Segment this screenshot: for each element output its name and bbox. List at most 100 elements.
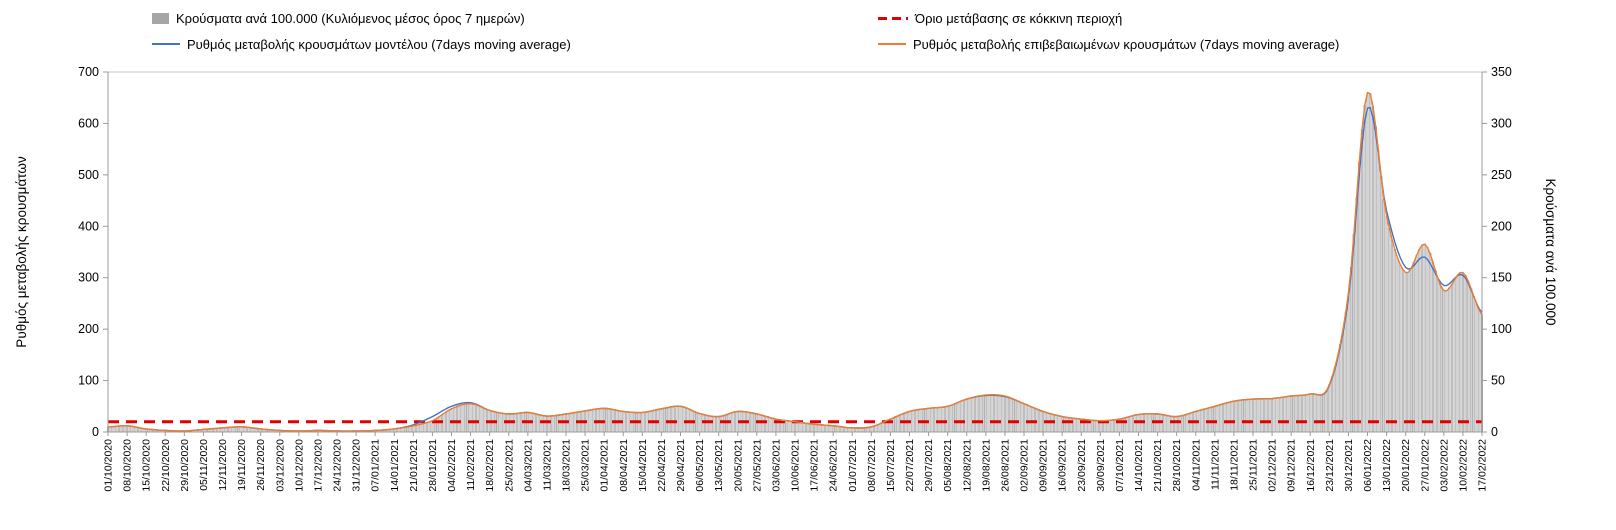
svg-text:200: 200 [1491,219,1512,233]
svg-text:03/02/2022: 03/02/2022 [1438,439,1450,492]
svg-text:03/12/2020: 03/12/2020 [274,439,286,492]
svg-text:22/07/2021: 22/07/2021 [904,439,916,492]
svg-text:300: 300 [78,271,99,285]
svg-text:25/03/2021: 25/03/2021 [580,439,592,492]
svg-text:31/12/2020: 31/12/2020 [351,439,363,492]
svg-text:22/04/2021: 22/04/2021 [656,439,668,492]
svg-text:27/05/2021: 27/05/2021 [751,439,763,492]
model-line-icon [152,43,180,45]
svg-text:700: 700 [78,65,99,79]
svg-text:29/10/2020: 29/10/2020 [179,439,191,492]
svg-text:23/09/2021: 23/09/2021 [1076,439,1088,492]
svg-text:250: 250 [1491,168,1512,182]
svg-text:10/06/2021: 10/06/2021 [790,439,802,492]
svg-text:05/08/2021: 05/08/2021 [942,439,954,492]
svg-text:24/12/2020: 24/12/2020 [332,439,344,492]
svg-text:01/10/2020: 01/10/2020 [103,439,115,492]
svg-text:13/01/2022: 13/01/2022 [1381,439,1393,492]
svg-text:18/03/2021: 18/03/2021 [561,439,573,492]
bars-swatch-icon [152,12,169,24]
svg-text:16/09/2021: 16/09/2021 [1057,439,1069,492]
svg-text:200: 200 [78,322,99,336]
svg-text:06/05/2021: 06/05/2021 [694,439,706,492]
svg-text:21/01/2021: 21/01/2021 [408,439,420,492]
svg-text:04/11/2021: 04/11/2021 [1190,439,1202,491]
svg-text:13/05/2021: 13/05/2021 [713,439,725,492]
svg-text:350: 350 [1491,65,1512,79]
legend-bars-label: Κρούσματα ανά 100.000 (Κυλιόμενος μέσος … [176,10,525,26]
svg-text:08/07/2021: 08/07/2021 [866,439,878,492]
legend-threshold-label: Όριο μετάβασης σε κόκκινη περιοχή [915,10,1123,26]
left-axis-title: Ρυθμός μεταβολής κρουσμάτων [14,156,29,348]
svg-text:04/03/2021: 04/03/2021 [522,439,534,492]
svg-text:07/01/2021: 07/01/2021 [370,439,382,492]
legend-item-bars: Κρούσματα ανά 100.000 (Κυλιόμενος μέσος … [152,9,525,27]
svg-text:20/05/2021: 20/05/2021 [732,439,744,492]
svg-text:23/12/2021: 23/12/2021 [1324,439,1336,492]
svg-text:10/12/2020: 10/12/2020 [293,439,305,492]
svg-text:29/04/2021: 29/04/2021 [675,439,687,492]
svg-text:18/02/2021: 18/02/2021 [484,439,496,492]
svg-text:15/07/2021: 15/07/2021 [885,439,897,492]
svg-text:11/11/2021: 11/11/2021 [1209,439,1221,490]
svg-text:14/01/2021: 14/01/2021 [389,439,401,492]
svg-text:07/10/2021: 07/10/2021 [1114,439,1126,492]
svg-text:100: 100 [78,374,99,388]
svg-text:09/12/2021: 09/12/2021 [1286,439,1298,492]
svg-text:01/04/2021: 01/04/2021 [599,439,611,492]
svg-text:01/07/2021: 01/07/2021 [847,439,859,492]
svg-text:28/10/2021: 28/10/2021 [1171,439,1183,492]
svg-text:09/09/2021: 09/09/2021 [1038,439,1050,492]
svg-text:500: 500 [78,168,99,182]
svg-text:02/09/2021: 02/09/2021 [1019,439,1031,492]
svg-text:25/02/2021: 25/02/2021 [503,439,515,492]
svg-text:12/08/2021: 12/08/2021 [961,439,973,492]
svg-text:29/07/2021: 29/07/2021 [923,439,935,492]
legend-item-model: Ρυθμός μεταβολής κρουσμάτων μοντέλου (7d… [152,35,571,53]
svg-text:03/06/2021: 03/06/2021 [770,439,782,492]
svg-text:27/01/2022: 27/01/2022 [1419,439,1431,492]
svg-text:17/02/2022: 17/02/2022 [1477,439,1489,492]
svg-text:22/10/2020: 22/10/2020 [160,439,172,492]
confirmed-line-icon [878,43,906,45]
svg-text:300: 300 [1491,116,1512,130]
svg-text:10/02/2022: 10/02/2022 [1457,439,1469,492]
svg-text:21/10/2021: 21/10/2021 [1152,439,1164,492]
svg-text:0: 0 [92,425,99,439]
svg-text:100: 100 [1491,322,1512,336]
svg-text:05/11/2020: 05/11/2020 [198,439,210,491]
svg-text:15/10/2020: 15/10/2020 [141,439,153,492]
svg-text:20/01/2022: 20/01/2022 [1400,439,1412,492]
svg-text:11/03/2021: 11/03/2021 [541,439,553,491]
svg-text:400: 400 [78,219,99,233]
svg-text:17/12/2020: 17/12/2020 [312,439,324,492]
svg-text:26/11/2020: 26/11/2020 [255,439,267,491]
svg-text:12/11/2020: 12/11/2020 [217,439,229,491]
svg-text:150: 150 [1491,271,1512,285]
svg-text:25/11/2021: 25/11/2021 [1248,439,1260,491]
svg-text:15/04/2021: 15/04/2021 [637,439,649,492]
svg-text:26/08/2021: 26/08/2021 [999,439,1011,492]
svg-text:30/12/2021: 30/12/2021 [1343,439,1355,492]
svg-text:18/11/2021: 18/11/2021 [1228,439,1240,491]
svg-text:24/06/2021: 24/06/2021 [828,439,840,492]
legend-item-confirmed: Ρυθμός μεταβολής επιβεβαιωμένων κρουσμάτ… [878,35,1339,53]
svg-text:02/12/2021: 02/12/2021 [1267,439,1279,492]
svg-text:0: 0 [1491,425,1498,439]
legend-confirmed-label: Ρυθμός μεταβολής επιβεβαιωμένων κρουσμάτ… [913,36,1340,52]
svg-text:28/01/2021: 28/01/2021 [427,439,439,492]
svg-text:08/04/2021: 08/04/2021 [618,439,630,492]
svg-text:11/02/2021: 11/02/2021 [465,439,477,491]
svg-text:16/12/2021: 16/12/2021 [1305,439,1317,492]
svg-text:19/11/2020: 19/11/2020 [236,439,248,491]
svg-text:04/02/2021: 04/02/2021 [446,439,458,492]
svg-text:600: 600 [78,116,99,130]
svg-text:30/09/2021: 30/09/2021 [1095,439,1107,492]
right-axis-title: Κρούσματα ανά 100.000 [1543,178,1558,325]
svg-text:08/10/2020: 08/10/2020 [122,439,134,492]
svg-text:14/10/2021: 14/10/2021 [1133,439,1145,492]
svg-text:50: 50 [1491,374,1505,388]
threshold-dash-icon [878,16,908,20]
chart-legend: Κρούσματα ανά 100.000 (Κυλιόμενος μέσος … [0,0,1616,60]
